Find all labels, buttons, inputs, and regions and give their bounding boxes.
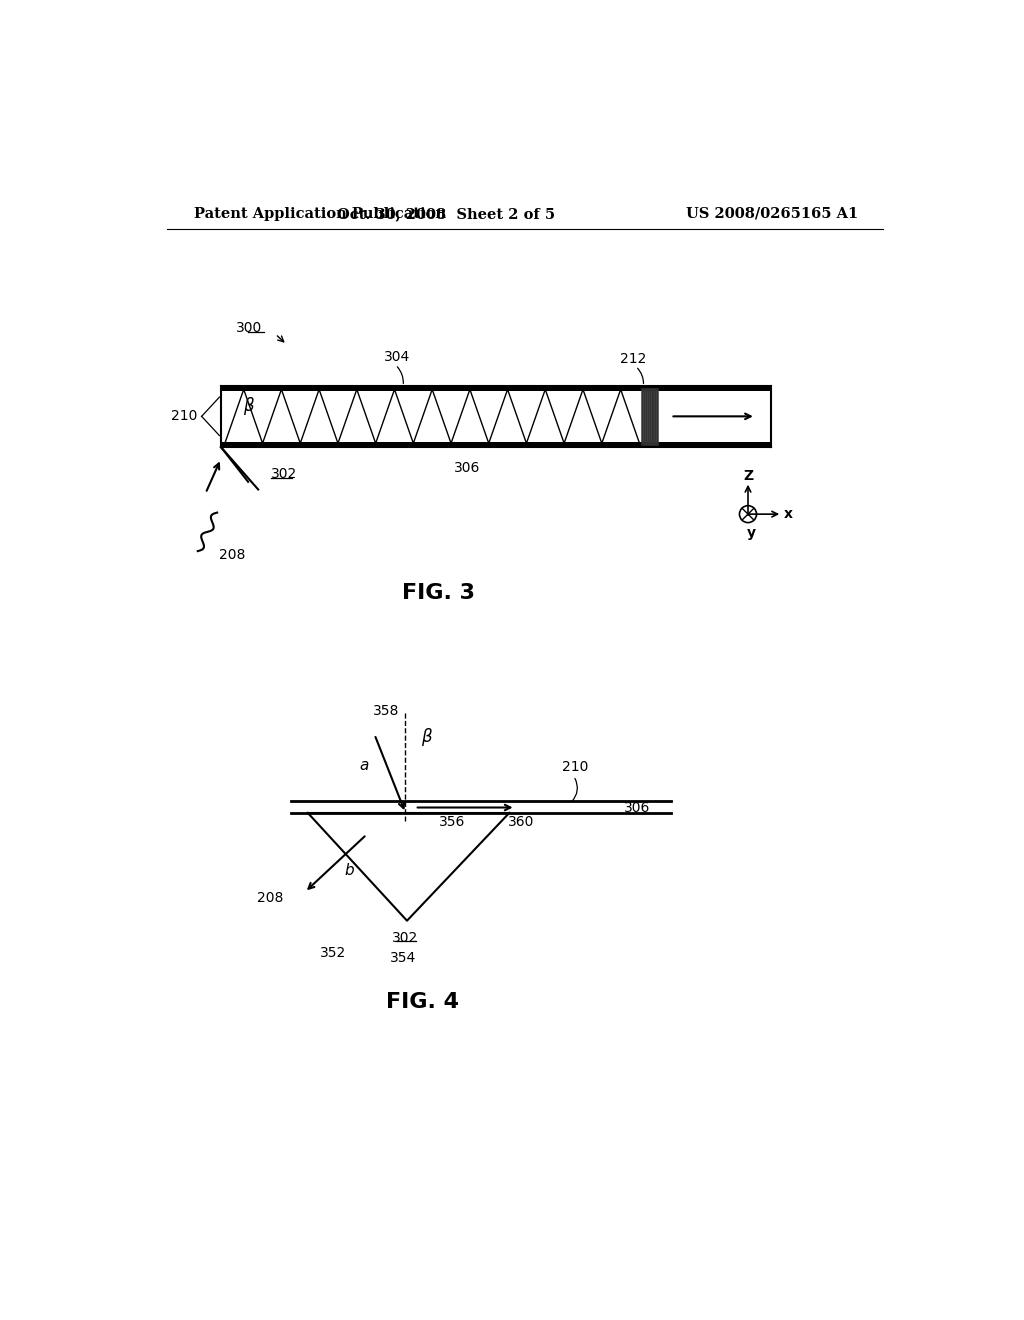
- Bar: [221, 385, 771, 447]
- Text: 360: 360: [508, 816, 535, 829]
- Text: FIG. 4: FIG. 4: [386, 991, 459, 1011]
- Text: y: y: [746, 525, 756, 540]
- Text: Oct. 30, 2008  Sheet 2 of 5: Oct. 30, 2008 Sheet 2 of 5: [337, 207, 555, 220]
- Text: 208: 208: [257, 891, 283, 904]
- Text: 300: 300: [236, 321, 262, 335]
- Text: a: a: [359, 758, 369, 772]
- Text: 354: 354: [390, 950, 416, 965]
- Text: 210: 210: [171, 409, 198, 424]
- Text: FIG. 3: FIG. 3: [401, 583, 474, 603]
- Text: 210: 210: [562, 760, 589, 774]
- Text: 306: 306: [624, 800, 650, 814]
- Text: Patent Application Publication: Patent Application Publication: [194, 207, 445, 220]
- Text: US 2008/0265165 A1: US 2008/0265165 A1: [686, 207, 858, 220]
- Text: b: b: [345, 863, 354, 878]
- Text: x: x: [783, 507, 793, 521]
- Text: β: β: [421, 729, 431, 746]
- Text: 356: 356: [438, 816, 465, 829]
- Text: 212: 212: [621, 351, 646, 366]
- Text: 304: 304: [384, 350, 410, 364]
- Text: 208: 208: [219, 548, 246, 562]
- Text: β: β: [243, 397, 253, 416]
- Bar: [221, 442, 771, 447]
- Text: Z: Z: [743, 469, 753, 483]
- Text: 352: 352: [321, 946, 346, 960]
- Bar: [221, 385, 771, 391]
- Text: 358: 358: [373, 705, 399, 718]
- Text: 306: 306: [454, 461, 480, 475]
- Text: 302: 302: [271, 467, 298, 480]
- Text: 302: 302: [392, 931, 419, 945]
